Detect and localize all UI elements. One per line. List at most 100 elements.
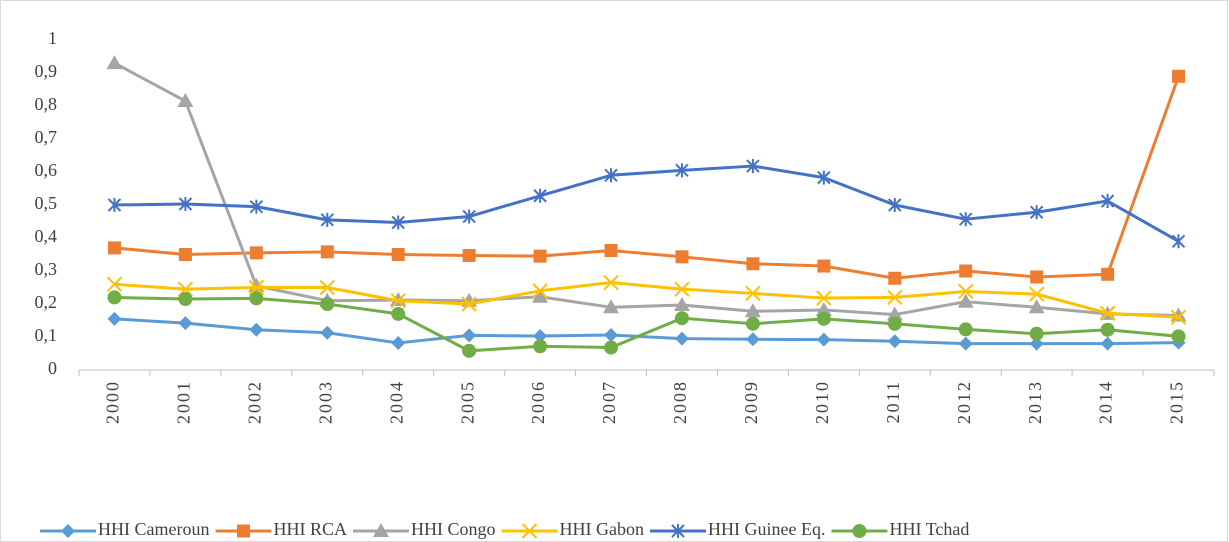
marker [744, 303, 761, 318]
marker [1171, 329, 1186, 344]
marker [886, 306, 903, 321]
marker [958, 322, 973, 337]
marker [887, 289, 903, 306]
marker [1029, 205, 1044, 220]
x-tick-label: 2009 [741, 380, 761, 424]
marker [249, 199, 264, 214]
marker [532, 288, 549, 303]
marker [959, 264, 973, 278]
y-tick-label: 0,1 [35, 325, 58, 345]
marker [391, 248, 405, 261]
marker [178, 197, 193, 212]
marker [604, 328, 619, 343]
marker [745, 316, 760, 331]
series-line [114, 317, 1179, 346]
marker [817, 259, 831, 273]
series-line [114, 281, 1179, 319]
marker [178, 248, 192, 261]
marker [887, 316, 902, 331]
marker [106, 276, 123, 292]
marker [462, 343, 477, 358]
marker [958, 283, 974, 300]
x-tick-label: 2004 [386, 380, 406, 424]
marker [746, 159, 760, 174]
marker [1100, 336, 1115, 351]
y-tick-label: 0,8 [35, 94, 58, 114]
marker [816, 332, 831, 347]
marker [1030, 270, 1044, 284]
marker [815, 301, 832, 316]
series-line [114, 75, 1180, 280]
marker [533, 249, 547, 263]
x-tick-label: 2000 [103, 380, 123, 424]
marker [249, 322, 264, 337]
marker [320, 325, 335, 340]
marker [675, 163, 689, 178]
marker [390, 292, 407, 307]
x-tick-label: 2005 [457, 380, 477, 424]
y-tick-label: 0,6 [35, 160, 58, 180]
marker [106, 55, 123, 70]
marker [745, 332, 760, 347]
marker [674, 331, 689, 346]
marker [249, 291, 264, 306]
marker [675, 250, 689, 264]
marker [817, 170, 831, 185]
marker [107, 241, 121, 255]
marker [390, 292, 406, 309]
marker [1100, 322, 1115, 337]
marker [852, 524, 867, 538]
marker [532, 283, 548, 299]
marker [1170, 309, 1187, 325]
marker [391, 335, 406, 350]
y-tick-label: 0,3 [35, 259, 58, 279]
marker [177, 281, 194, 297]
legend-label: HHI Guinee Eq. [708, 519, 825, 539]
marker [1028, 286, 1045, 302]
marker [746, 257, 760, 271]
x-tick-label: 2014 [1096, 380, 1116, 424]
marker [816, 311, 831, 326]
marker [177, 93, 194, 108]
x-tick-label: 2002 [244, 380, 264, 424]
marker [178, 292, 193, 307]
marker [533, 329, 548, 344]
x-tick-label: 2013 [1025, 380, 1045, 424]
y-tick-label: 0,5 [35, 193, 58, 213]
marker [248, 279, 265, 296]
y-tick-label: 0,7 [35, 127, 58, 147]
legend-label: HHI Tchad [889, 519, 969, 539]
series-line [114, 164, 1180, 243]
x-tick-label: 2010 [812, 380, 832, 424]
marker [236, 524, 250, 538]
y-tick-label: 0,4 [35, 226, 58, 246]
x-tick-label: 2006 [528, 380, 548, 424]
marker [1100, 194, 1115, 209]
marker [957, 293, 974, 308]
y-tick-label: 0 [48, 358, 57, 378]
marker [249, 246, 263, 260]
x-tick-label: 2012 [954, 380, 974, 424]
legend-label: HHI Gabon [560, 519, 644, 539]
legend-item: HHI Tchad [831, 519, 969, 539]
marker [959, 212, 973, 227]
marker [674, 281, 690, 297]
marker [107, 311, 122, 326]
marker [604, 168, 618, 183]
marker [533, 188, 547, 203]
series-line [113, 61, 1179, 318]
marker [603, 274, 619, 291]
legend-item: HHI Guinee Eq. [649, 519, 825, 539]
marker [1029, 336, 1044, 351]
marker [816, 290, 832, 306]
marker [461, 296, 477, 312]
marker [178, 316, 193, 331]
x-tick-label: 2008 [670, 380, 690, 424]
marker [320, 245, 334, 259]
legend-item: HHI RCA [215, 519, 347, 539]
marker [888, 198, 902, 212]
y-tick-label: 1 [48, 28, 57, 48]
marker [603, 299, 620, 314]
marker [61, 524, 75, 538]
